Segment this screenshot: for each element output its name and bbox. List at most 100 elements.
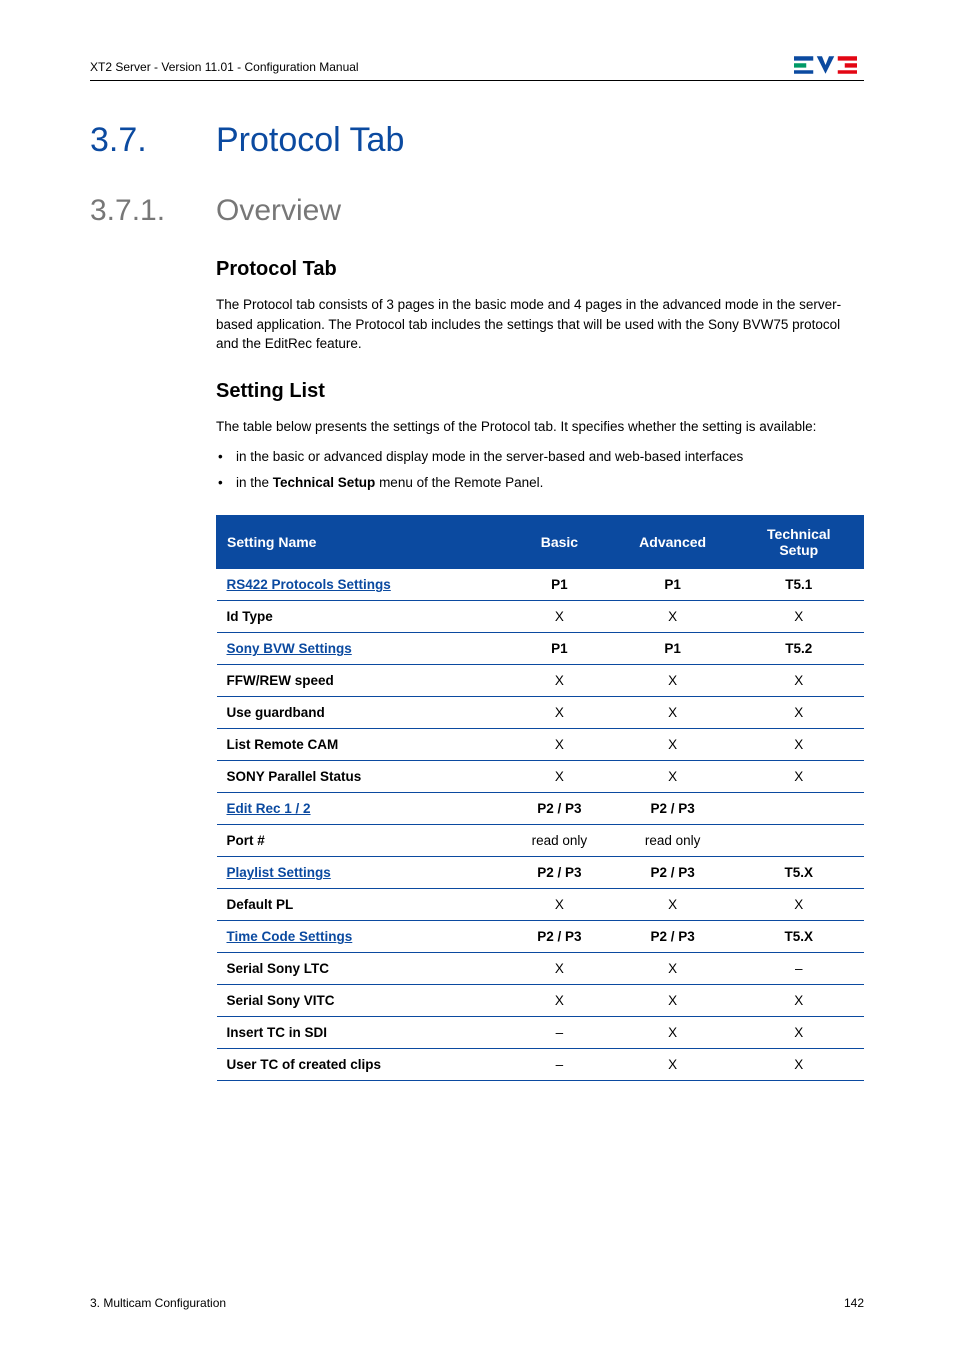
cell-setting-name: Insert TC in SDI [217,1017,508,1049]
heading-1: 3.7.Protocol Tab [90,121,864,160]
cell-setting-name[interactable]: RS422 Protocols Settings [217,569,508,601]
th-advanced: Advanced [611,516,734,569]
cell-technical: X [734,601,863,633]
bullet-item: in the Technical Setup menu of the Remot… [216,472,864,494]
cell-advanced: X [611,1049,734,1081]
table-body: RS422 Protocols SettingsP1P1T5.1Id TypeX… [217,569,864,1081]
content-body: Protocol Tab The Protocol tab consists o… [216,258,864,1081]
footer-left: 3. Multicam Configuration [90,1296,226,1310]
table-row: Edit Rec 1 / 2P2 / P3P2 / P3 [217,793,864,825]
cell-technical: T5.1 [734,569,863,601]
cell-technical: X [734,665,863,697]
page: XT2 Server - Version 11.01 - Configurati… [0,0,954,1350]
cell-technical: X [734,761,863,793]
table-row: Serial Sony LTCXX– [217,953,864,985]
cell-advanced: X [611,601,734,633]
cell-technical: X [734,697,863,729]
cell-basic: X [508,953,612,985]
cell-setting-name: Use guardband [217,697,508,729]
cell-setting-name: User TC of created clips [217,1049,508,1081]
cell-setting-name: FFW/REW speed [217,665,508,697]
table-row: Use guardbandXXX [217,697,864,729]
table-row: FFW/REW speedXXX [217,665,864,697]
table-head: Setting Name Basic Advanced TechnicalSet… [217,516,864,569]
cell-advanced: P1 [611,569,734,601]
h2-number: 3.7.1. [90,194,216,228]
section2-heading: Setting List [216,380,864,403]
cell-basic: X [508,601,612,633]
cell-advanced: X [611,889,734,921]
cell-advanced: X [611,697,734,729]
page-footer: 3. Multicam Configuration 142 [90,1296,864,1310]
cell-advanced: X [611,729,734,761]
cell-setting-name[interactable]: Edit Rec 1 / 2 [217,793,508,825]
cell-basic: X [508,697,612,729]
cell-technical: X [734,1049,863,1081]
cell-setting-name: Serial Sony VITC [217,985,508,1017]
h1-number: 3.7. [90,121,216,160]
table-row: RS422 Protocols SettingsP1P1T5.1 [217,569,864,601]
table-row: Serial Sony VITCXXX [217,985,864,1017]
cell-technical: X [734,1017,863,1049]
header-text: XT2 Server - Version 11.01 - Configurati… [90,60,359,74]
table-row: User TC of created clips–XX [217,1049,864,1081]
h1-title: Protocol Tab [216,121,404,159]
cell-technical [734,825,863,857]
cell-basic: X [508,985,612,1017]
cell-setting-name[interactable]: Time Code Settings [217,921,508,953]
bullet-bold: Technical Setup [273,475,376,490]
cell-advanced: X [611,953,734,985]
cell-basic: X [508,665,612,697]
table-row: Playlist SettingsP2 / P3P2 / P3T5.X [217,857,864,889]
cell-basic: P1 [508,569,612,601]
settings-table: Setting Name Basic Advanced TechnicalSet… [216,515,864,1081]
cell-setting-name: SONY Parallel Status [217,761,508,793]
cell-basic: P2 / P3 [508,921,612,953]
section1-heading: Protocol Tab [216,258,864,281]
cell-basic: P2 / P3 [508,793,612,825]
evs-logo-icon [794,56,864,74]
cell-technical: X [734,889,863,921]
cell-setting-name: Default PL [217,889,508,921]
cell-basic: – [508,1017,612,1049]
cell-advanced: X [611,761,734,793]
cell-basic: – [508,1049,612,1081]
cell-setting-name[interactable]: Sony BVW Settings [217,633,508,665]
cell-technical [734,793,863,825]
section2-para: The table below presents the settings of… [216,417,864,437]
cell-setting-name[interactable]: Playlist Settings [217,857,508,889]
table-row: Sony BVW SettingsP1P1T5.2 [217,633,864,665]
cell-basic: X [508,729,612,761]
cell-advanced: X [611,1017,734,1049]
page-header: XT2 Server - Version 11.01 - Configurati… [90,56,864,81]
cell-basic: X [508,761,612,793]
table-row: Port #read onlyread only [217,825,864,857]
th-technical-setup: TechnicalSetup [734,516,863,569]
cell-advanced: X [611,985,734,1017]
table-row: Default PLXXX [217,889,864,921]
cell-technical: T5.2 [734,633,863,665]
cell-advanced: X [611,665,734,697]
bullet-list: in the basic or advanced display mode in… [216,446,864,493]
h2-title: Overview [216,194,341,227]
table-header-row: Setting Name Basic Advanced TechnicalSet… [217,516,864,569]
cell-basic: X [508,889,612,921]
table-row: Time Code SettingsP2 / P3P2 / P3T5.X [217,921,864,953]
cell-setting-name: Serial Sony LTC [217,953,508,985]
cell-basic: read only [508,825,612,857]
cell-advanced: P2 / P3 [611,921,734,953]
footer-right: 142 [844,1296,864,1310]
cell-basic: P1 [508,633,612,665]
cell-technical: – [734,953,863,985]
cell-setting-name: Port # [217,825,508,857]
cell-advanced: P2 / P3 [611,857,734,889]
table-row: SONY Parallel StatusXXX [217,761,864,793]
table-row: Id TypeXXX [217,601,864,633]
cell-advanced: P1 [611,633,734,665]
cell-advanced: read only [611,825,734,857]
th-setting-name: Setting Name [217,516,508,569]
th-basic: Basic [508,516,612,569]
cell-basic: P2 / P3 [508,857,612,889]
cell-technical: T5.X [734,921,863,953]
cell-technical: T5.X [734,857,863,889]
